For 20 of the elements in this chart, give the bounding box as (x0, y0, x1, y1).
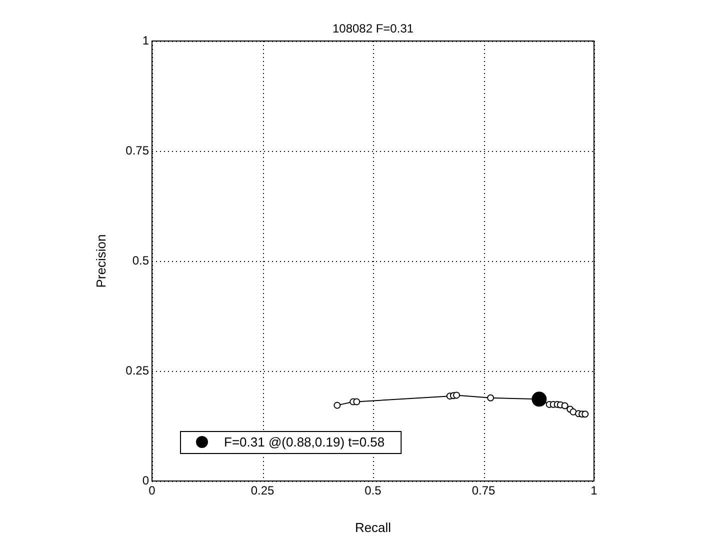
x-tick-label: 0.75 (472, 484, 496, 498)
y-tick-label: 0.75 (126, 143, 150, 158)
point (334, 402, 341, 409)
point (453, 392, 460, 399)
y-tick-label: 1 (142, 33, 150, 48)
y-tick-label: 0.25 (126, 363, 150, 378)
point (582, 410, 589, 418)
x-axis-title: Recall (354, 520, 392, 535)
legend-label: F=0.31 @(0.88,0.19) t=0.58 (224, 434, 385, 450)
chart-title: 108082 F=0.31 (332, 21, 414, 36)
x-tick-label: 0.25 (250, 484, 274, 498)
point (532, 392, 547, 407)
y-tick-label: 0.5 (132, 253, 150, 268)
y-axis-title: Precision (93, 234, 108, 288)
x-tick-label: 1 (590, 484, 598, 498)
point (487, 394, 494, 402)
x-tick-label: 0.5 (364, 484, 382, 498)
point (353, 398, 360, 406)
y-tick-label: 0 (142, 473, 150, 488)
point (561, 402, 568, 410)
